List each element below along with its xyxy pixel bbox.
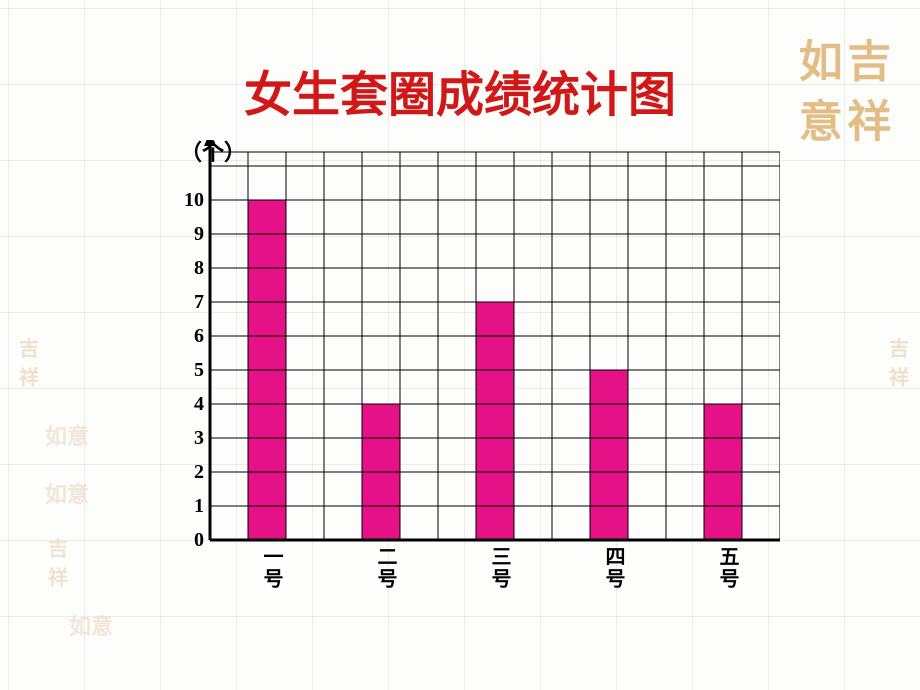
y-tick-label: 1 — [174, 495, 204, 518]
y-tick-label: 0 — [174, 529, 204, 552]
y-tick-label: 10 — [174, 189, 204, 212]
y-tick-label: 3 — [174, 427, 204, 450]
y-tick-label: 8 — [174, 257, 204, 280]
y-tick-label: 2 — [174, 461, 204, 484]
y-tick-label: 6 — [174, 325, 204, 348]
x-tick-label: 一号 — [257, 546, 286, 590]
x-tick-label: 二号 — [371, 546, 400, 590]
x-tick-label: 四号 — [599, 546, 628, 590]
x-tick-label: 三号 — [485, 546, 514, 590]
y-tick-label: 5 — [174, 359, 204, 382]
y-tick-label: 4 — [174, 393, 204, 416]
x-tick-label: 五号 — [713, 546, 742, 590]
bar-chart — [160, 140, 780, 620]
y-tick-label: 7 — [174, 291, 204, 314]
chart-title: 女生套圈成绩统计图 — [0, 55, 920, 125]
y-tick-label: 9 — [174, 223, 204, 246]
